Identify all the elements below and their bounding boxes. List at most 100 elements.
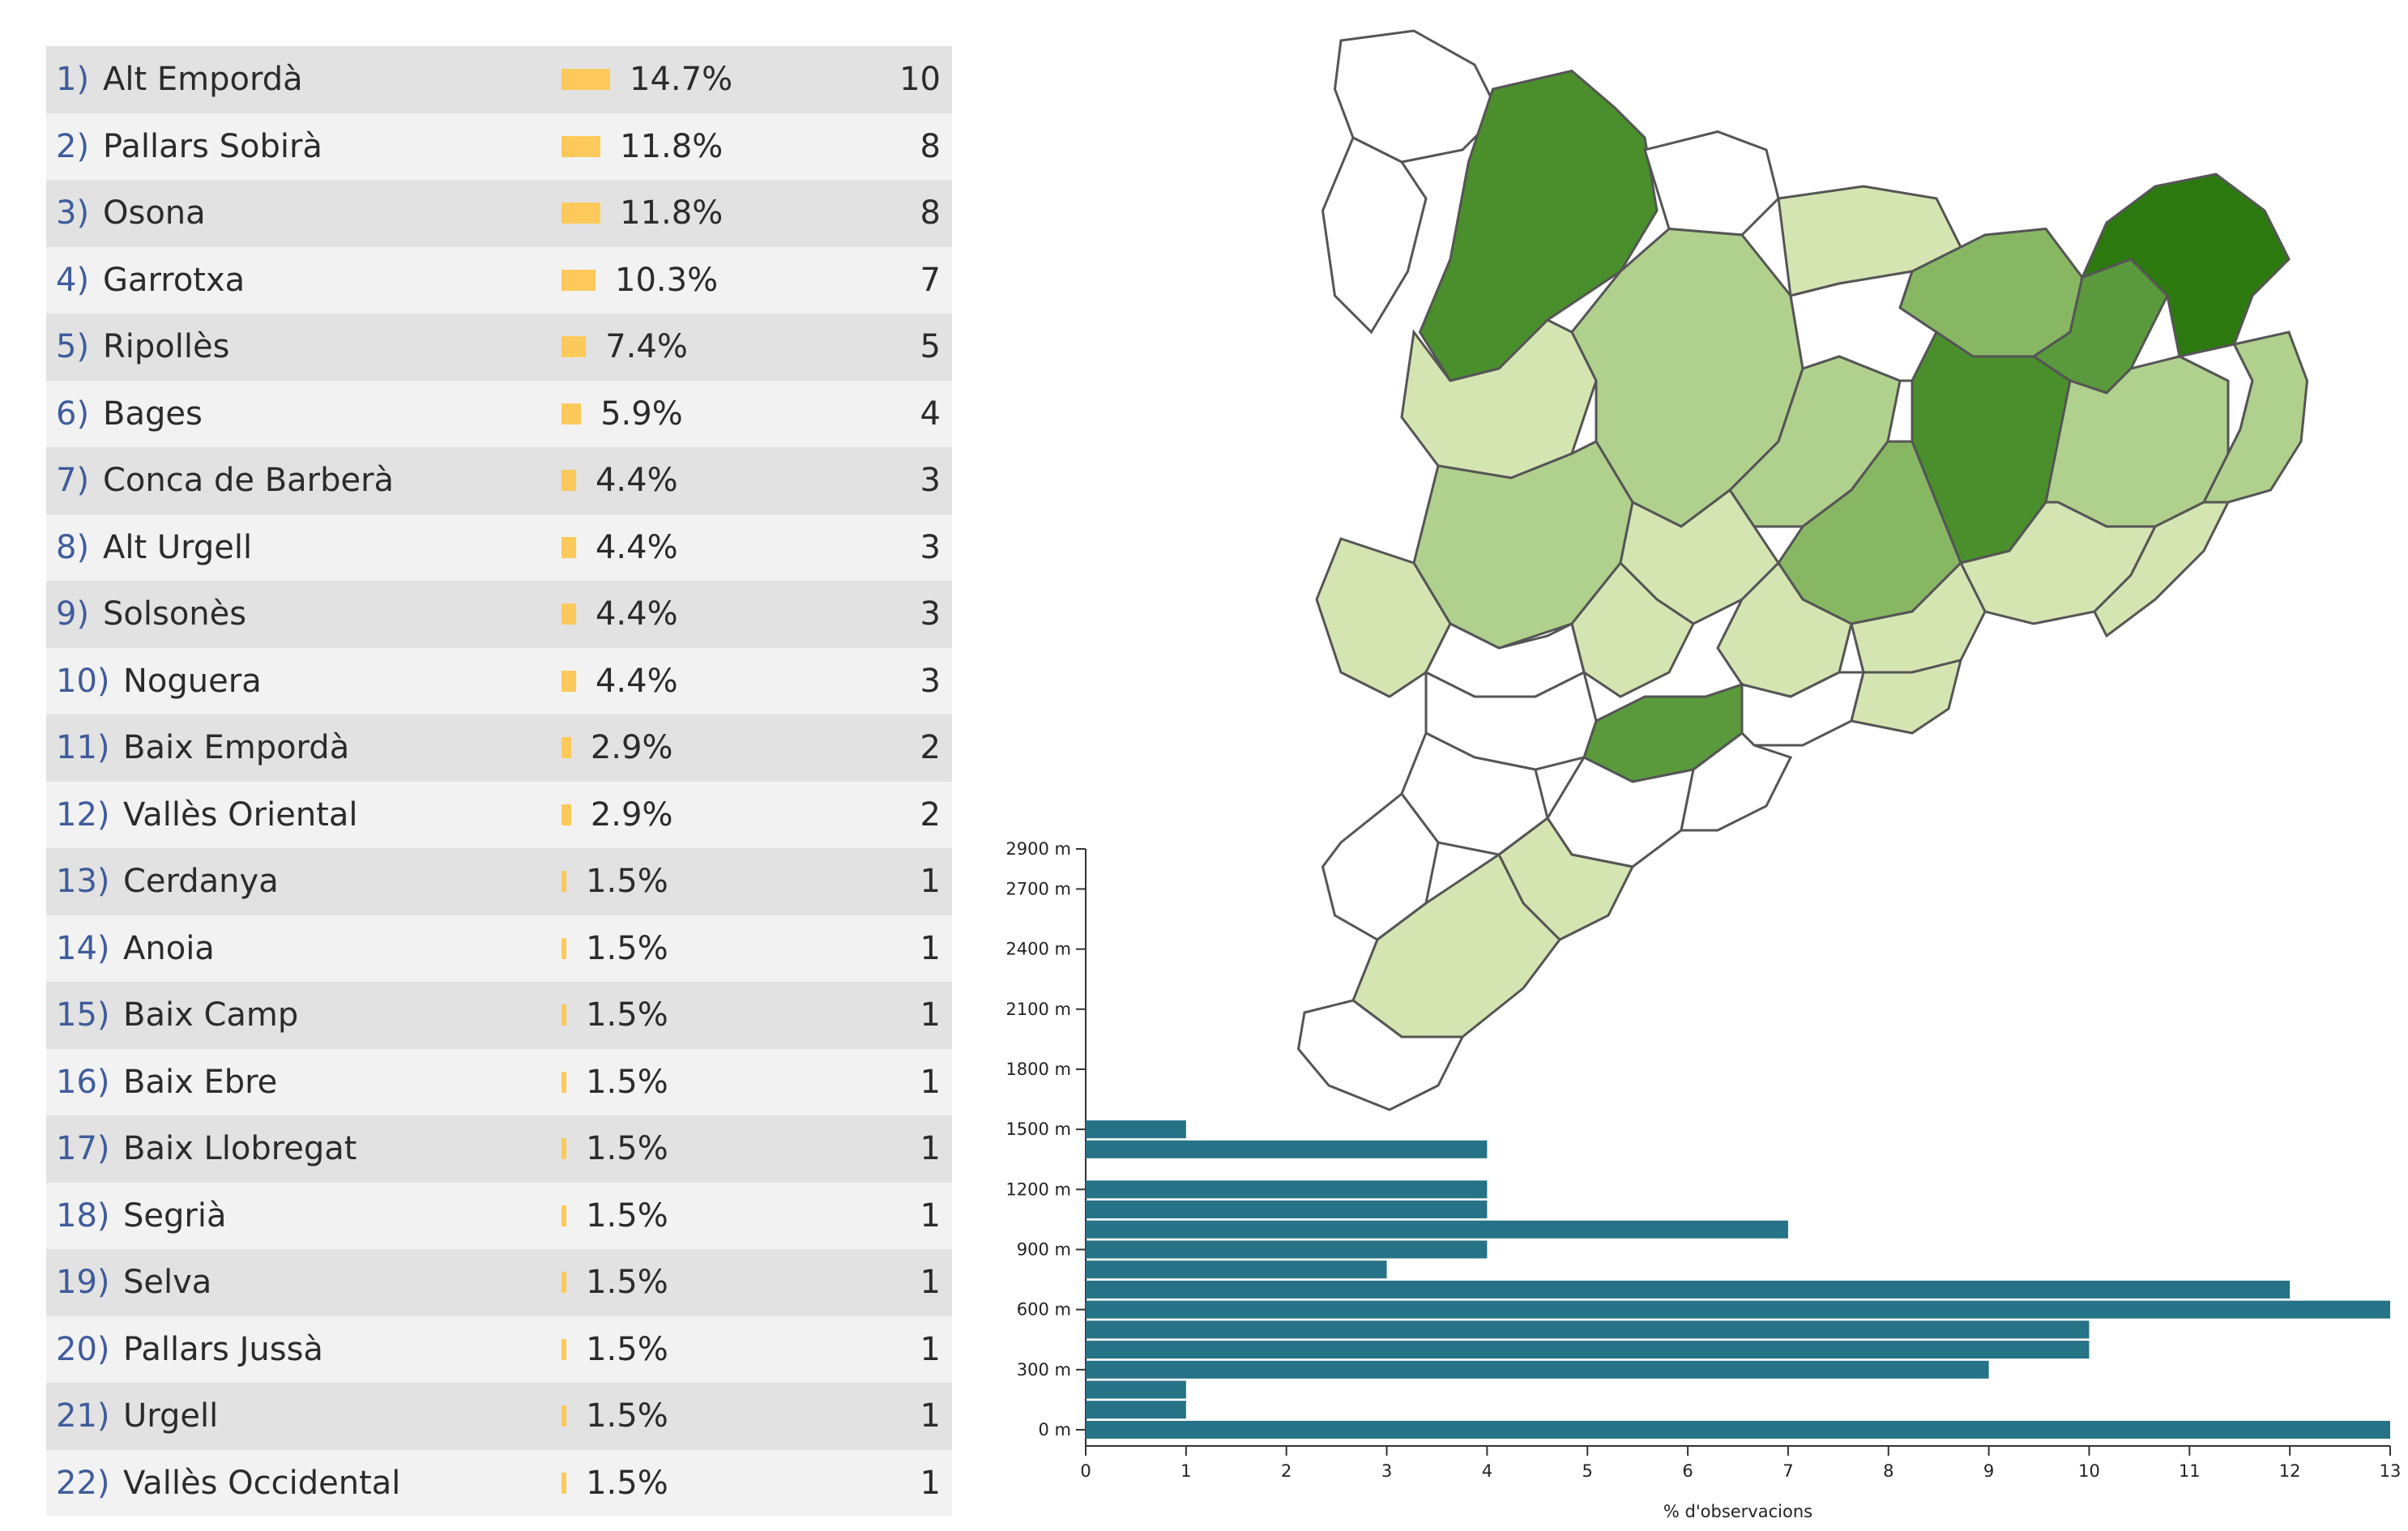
percentage-value: 11.8%	[620, 194, 724, 232]
comarca-ranking-table: 1) Alt Empordà 14.7% 10 2) Pallars Sobirà 11.8…	[46, 46, 952, 1516]
comarca-name: Solsonès	[103, 595, 247, 633]
y-tick-label: 2700 m	[1005, 879, 1071, 898]
y-tick-label: 1500 m	[1005, 1119, 1071, 1139]
table-row: 14) Anoia 1.5% 1	[46, 915, 952, 982]
share-bar	[561, 1272, 567, 1294]
table-row: 12) Vallès Oriental 2.9% 2	[46, 781, 952, 848]
percentage-value: 1.5%	[586, 1330, 668, 1368]
share-bar	[561, 1338, 567, 1360]
table-row: 16) Baix Ebre 1.5% 1	[46, 1048, 952, 1115]
comarca-name: Cerdanya	[123, 863, 279, 901]
elevation-bar	[1086, 1240, 1488, 1259]
region-val-aran	[1333, 29, 1501, 164]
rank-number: 1)	[56, 61, 90, 99]
percentage-value: 1.5%	[586, 1063, 668, 1101]
x-tick-label: 5	[1582, 1461, 1593, 1481]
percentage-value: 1.5%	[586, 1397, 668, 1435]
share-bar	[561, 1138, 567, 1160]
y-tick-label: 300 m	[1017, 1360, 1071, 1380]
region-segria	[1315, 537, 1452, 698]
share-bar	[561, 804, 571, 825]
observation-count: 1	[920, 1196, 941, 1235]
percentage-value: 4.4%	[595, 595, 678, 633]
region-selva	[2044, 355, 2230, 528]
rank-number: 20)	[56, 1330, 110, 1368]
percentage-value: 4.4%	[595, 528, 678, 566]
share-bar	[561, 1205, 567, 1226]
comarca-name: Baix Camp	[123, 996, 299, 1034]
rank-number: 9)	[56, 595, 90, 633]
table-row: 13) Cerdanya 1.5% 1	[46, 848, 952, 915]
observation-count: 5	[920, 328, 941, 366]
x-tick-label: 3	[1381, 1461, 1392, 1481]
comarca-name: Pallars Jussà	[123, 1330, 323, 1368]
region-pallars-jussa	[1400, 318, 1598, 480]
y-tick-label: 0 m	[1039, 1420, 1072, 1439]
percentage-value: 1.5%	[586, 1130, 668, 1168]
region-alt-emporda	[2080, 173, 2291, 358]
elevation-bar	[1086, 1280, 2291, 1299]
share-bar	[561, 69, 610, 91]
x-tick-label: 0	[1080, 1461, 1091, 1481]
y-tick-label: 2900 m	[1005, 839, 1071, 859]
table-row: 2) Pallars Sobirà 11.8% 8	[46, 113, 952, 180]
region-tarragones	[1680, 731, 1793, 832]
region-maresme	[2093, 501, 2231, 638]
x-tick-label: 10	[2078, 1461, 2100, 1481]
observation-count: 1	[920, 1397, 941, 1435]
share-bar	[561, 1071, 567, 1093]
percentage-value: 2.9%	[590, 795, 673, 834]
observation-count: 3	[920, 662, 941, 700]
share-bar	[561, 871, 567, 893]
table-row: 15) Baix Camp 1.5% 1	[46, 982, 952, 1049]
share-bar	[561, 670, 576, 692]
comarca-name: Osona	[103, 194, 206, 232]
table-row: 6) Bages 5.9% 4	[46, 380, 952, 447]
comarca-name: Vallès Oriental	[123, 795, 358, 834]
comarca-name: Baix Ebre	[123, 1063, 278, 1101]
table-row: 7) Conca de Barberà 4.4% 3	[46, 447, 952, 514]
rank-number: 22)	[56, 1464, 110, 1502]
x-tick-label: 11	[2179, 1461, 2201, 1481]
observation-count: 1	[920, 1130, 941, 1168]
rank-number: 6)	[56, 394, 90, 433]
x-tick-label: 8	[1883, 1461, 1894, 1481]
comarca-name: Ripollès	[103, 328, 230, 366]
percentage-value: 1.5%	[586, 929, 668, 967]
observation-count: 1	[920, 1464, 941, 1502]
table-row: 4) Garrotxa 10.3% 7	[46, 246, 952, 313]
comarca-name: Bages	[103, 394, 203, 433]
comarca-name: Anoia	[123, 929, 215, 967]
elevation-bar	[1086, 1120, 1186, 1139]
table-row: 10) Noguera 4.4% 3	[46, 647, 952, 714]
region-urgell	[1570, 561, 1695, 698]
rank-number: 15)	[56, 996, 110, 1034]
table-row: 22) Vallès Occidental 1.5% 1	[46, 1449, 952, 1516]
rank-number: 8)	[56, 528, 90, 566]
rank-number: 16)	[56, 1063, 110, 1101]
x-tick-label: 7	[1783, 1461, 1793, 1481]
comarca-name: Vallès Occidental	[123, 1464, 401, 1502]
x-tick-label: 13	[2380, 1461, 2402, 1481]
share-bar	[561, 1405, 567, 1427]
comarca-name: Segrià	[123, 1196, 227, 1235]
observation-count: 1	[920, 929, 941, 967]
percentage-value: 11.8%	[620, 127, 724, 165]
table-row: 21) Urgell 1.5% 1	[46, 1383, 952, 1450]
percentage-value: 14.7%	[630, 61, 733, 99]
x-tick-label: 2	[1281, 1461, 1292, 1481]
y-tick-label: 2100 m	[1005, 1000, 1071, 1019]
table-row: 8) Alt Urgell 4.4% 3	[46, 514, 952, 581]
share-bar	[561, 737, 571, 759]
table-row: 9) Solsonès 4.4% 3	[46, 581, 952, 648]
rank-number: 10)	[56, 662, 110, 700]
observation-count: 3	[920, 528, 941, 566]
table-row: 19) Selva 1.5% 1	[46, 1249, 952, 1316]
share-bar	[561, 269, 596, 291]
observation-count: 2	[920, 795, 941, 834]
region-baix-llobregat	[1850, 658, 1963, 735]
table-row: 20) Pallars Jussà 1.5% 1	[46, 1316, 952, 1383]
y-tick-label: 900 m	[1017, 1239, 1071, 1259]
comarca-name: Baix Empordà	[123, 729, 350, 767]
